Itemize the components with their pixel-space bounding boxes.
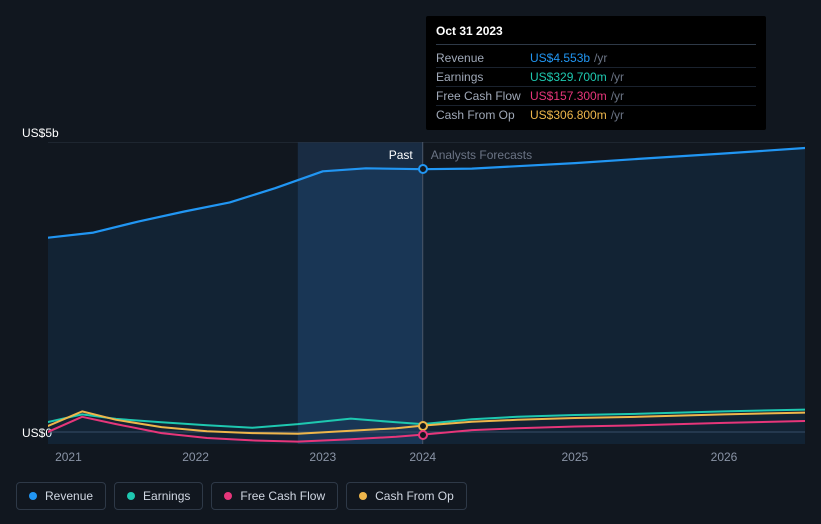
- tooltip-row: Cash From OpUS$306.800m/yr: [436, 106, 756, 124]
- tooltip-row-label: Earnings: [436, 70, 530, 84]
- legend-dot-icon: [359, 492, 367, 500]
- tooltip-row-unit: /yr: [611, 70, 624, 84]
- y-axis-label: US$5b: [22, 126, 59, 140]
- tooltip-row-unit: /yr: [611, 108, 624, 122]
- legend-item-earnings[interactable]: Earnings: [114, 482, 203, 510]
- tooltip-title: Oct 31 2023: [436, 24, 756, 45]
- legend-dot-icon: [29, 492, 37, 500]
- tooltip-rows: RevenueUS$4.553b/yrEarningsUS$329.700m/y…: [436, 49, 756, 124]
- x-axis-label: 2021: [55, 450, 82, 464]
- legend-dot-icon: [127, 492, 135, 500]
- tooltip-row-label: Revenue: [436, 51, 530, 65]
- tooltip-row-label: Free Cash Flow: [436, 89, 530, 103]
- tooltip-row: RevenueUS$4.553b/yr: [436, 49, 756, 68]
- legend-item-label: Cash From Op: [375, 489, 454, 503]
- tooltip-row-value: US$4.553b: [530, 51, 590, 65]
- x-axis-label: 2024: [409, 450, 436, 464]
- marker-fcf: [418, 430, 428, 440]
- tooltip-row-value: US$157.300m: [530, 89, 607, 103]
- tooltip-row-unit: /yr: [594, 51, 607, 65]
- chart-legend: Revenue Earnings Free Cash Flow Cash From O…: [16, 482, 467, 510]
- tooltip-row-label: Cash From Op: [436, 108, 530, 122]
- x-axis-label: 2023: [309, 450, 336, 464]
- legend-item-label: Free Cash Flow: [240, 489, 325, 503]
- tooltip-row-value: US$329.700m: [530, 70, 607, 84]
- tooltip-row: Free Cash FlowUS$157.300m/yr: [436, 87, 756, 106]
- past-label: Past: [389, 148, 413, 162]
- forecast-label: Analysts Forecasts: [431, 148, 532, 162]
- tooltip-row: EarningsUS$329.700m/yr: [436, 68, 756, 87]
- legend-item-revenue[interactable]: Revenue: [16, 482, 106, 510]
- legend-dot-icon: [224, 492, 232, 500]
- legend-item-cash-from-op[interactable]: Cash From Op: [346, 482, 467, 510]
- chart-plot[interactable]: [48, 142, 805, 444]
- x-axis-labels: 2021 2022 2023 2024 2025 2026: [48, 450, 805, 468]
- legend-item-label: Revenue: [45, 489, 93, 503]
- x-axis-label: 2026: [711, 450, 738, 464]
- financials-chart: US$5bUS$0 Past Analysts Forecasts 202120…: [0, 0, 821, 524]
- marker-revenue: [418, 164, 428, 174]
- x-axis-label: 2022: [182, 450, 209, 464]
- x-axis-label: 2025: [562, 450, 589, 464]
- tooltip-row-value: US$306.800m: [530, 108, 607, 122]
- tooltip-row-unit: /yr: [611, 89, 624, 103]
- chart-tooltip: Oct 31 2023 RevenueUS$4.553b/yrEarningsU…: [426, 16, 766, 130]
- legend-item-label: Earnings: [143, 489, 190, 503]
- legend-item-free-cash-flow[interactable]: Free Cash Flow: [211, 482, 338, 510]
